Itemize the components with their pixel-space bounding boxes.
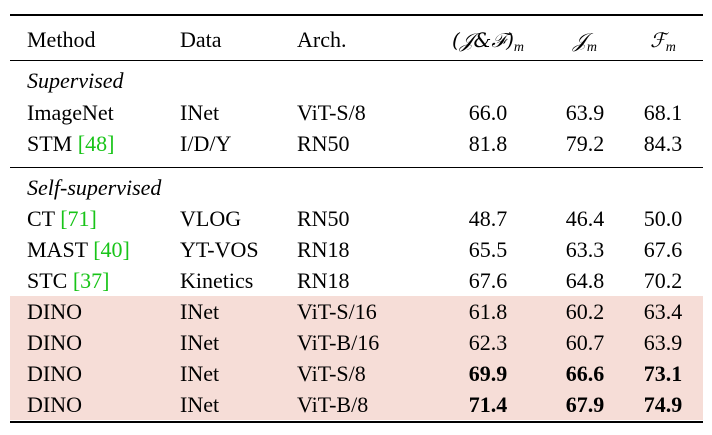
jf-cell: 48.7	[468, 206, 508, 231]
data-cell: INet	[180, 100, 220, 125]
table-row: DINO INet ViT-B/16 62.3 60.7 63.9	[10, 327, 703, 358]
jm-cell: 60.7	[565, 330, 605, 355]
data-cell: I/D/Y	[180, 131, 232, 156]
method-cell: MAST [40]	[27, 234, 130, 265]
arch-cell: RN18	[297, 268, 350, 293]
jf-cell: 81.8	[468, 131, 508, 156]
fm-cell: 67.6	[643, 237, 683, 262]
section-supervised: Supervised	[27, 68, 124, 93]
fm-cell: 73.1	[643, 361, 683, 386]
jm-cell: 66.6	[565, 361, 605, 386]
data-cell: VLOG	[180, 206, 242, 231]
header-row: Method Data Arch. (𝒥&ℱ)m 𝒥m ℱm	[10, 24, 703, 55]
table-row: MAST [40] YT-VOS RN18 65.5 63.3 67.6	[10, 234, 703, 265]
method-name: CT	[27, 206, 61, 231]
data-cell: INet	[180, 361, 220, 386]
header-rule	[10, 60, 703, 61]
fm-cell: 68.1	[643, 100, 683, 125]
method-cell: STM [48]	[27, 128, 114, 159]
table-row: DINO INet ViT-S/8 69.9 66.6 73.1	[10, 358, 703, 389]
method-cell: STC [37]	[27, 265, 110, 296]
jf-cell: 69.9	[468, 361, 508, 386]
citation-link[interactable]: [48]	[77, 131, 115, 156]
arch-cell: RN50	[297, 206, 350, 231]
arch-cell: ViT-S/8	[297, 100, 366, 125]
fm-cell: 84.3	[643, 131, 683, 156]
method-cell: DINO	[27, 389, 82, 420]
method-cell: DINO	[27, 358, 82, 389]
table-row: DINO INet ViT-B/8 71.4 67.9 74.9	[10, 389, 703, 420]
method-cell: CT [71]	[27, 203, 97, 234]
table-row: STC [37] Kinetics RN18 67.6 64.8 70.2	[10, 265, 703, 296]
table-row: STM [48] I/D/Y RN50 81.8 79.2 84.3	[10, 128, 703, 159]
method-name: DINO	[27, 361, 82, 386]
jf-cell: 61.8	[468, 299, 508, 324]
citation-link[interactable]: [37]	[72, 268, 110, 293]
jf-cell: 62.3	[468, 330, 508, 355]
arch-cell: RN50	[297, 131, 350, 156]
jm-cell: 60.2	[565, 299, 605, 324]
arch-cell: RN18	[297, 237, 350, 262]
fm-cell: 63.9	[643, 330, 683, 355]
section-self-supervised: Self-supervised	[27, 175, 162, 200]
method-cell: DINO	[27, 327, 82, 358]
table-row: ImageNet INet ViT-S/8 66.0 63.9 68.1	[10, 97, 703, 128]
method-name: MAST	[27, 237, 94, 262]
data-cell: INet	[180, 392, 220, 417]
jm-cell: 63.3	[565, 237, 605, 262]
fm-cell: 50.0	[643, 206, 683, 231]
data-cell: Kinetics	[180, 268, 254, 293]
fm-cell: 63.4	[643, 299, 683, 324]
method-cell: ImageNet	[27, 97, 114, 128]
method-name: DINO	[27, 330, 82, 355]
header-fm: ℱm	[650, 28, 676, 55]
jf-cell: 66.0	[468, 100, 508, 125]
header-jm: 𝒥m	[573, 28, 597, 55]
header-arch: Arch.	[297, 27, 347, 52]
method-name: DINO	[27, 392, 82, 417]
section-rule	[10, 167, 703, 168]
method-name: ImageNet	[27, 100, 114, 125]
jm-cell: 64.8	[565, 268, 605, 293]
arch-cell: ViT-S/8	[297, 361, 366, 386]
arch-cell: ViT-B/8	[297, 392, 369, 417]
method-name: STC	[27, 268, 73, 293]
citation-link[interactable]: [71]	[60, 206, 97, 231]
jm-cell: 46.4	[565, 206, 605, 231]
table-row: CT [71] VLOG RN50 48.7 46.4 50.0	[10, 203, 703, 234]
arch-cell: ViT-S/16	[297, 299, 377, 324]
fm-cell: 74.9	[643, 392, 683, 417]
fm-cell: 70.2	[643, 268, 683, 293]
table-row: DINO INet ViT-S/16 61.8 60.2 63.4	[10, 296, 703, 327]
jf-cell: 67.6	[468, 268, 508, 293]
data-cell: INet	[180, 299, 220, 324]
data-cell: INet	[180, 330, 220, 355]
method-cell: DINO	[27, 296, 82, 327]
citation-link[interactable]: [40]	[93, 237, 130, 262]
method-name: DINO	[27, 299, 82, 324]
jf-cell: 65.5	[468, 237, 508, 262]
data-cell: YT-VOS	[180, 237, 259, 262]
bottom-rule	[10, 421, 703, 423]
header-data: Data	[180, 27, 222, 52]
jm-cell: 67.9	[565, 392, 605, 417]
top-rule	[10, 14, 703, 16]
jm-cell: 63.9	[565, 100, 605, 125]
method-name: STM	[27, 131, 78, 156]
jf-cell: 71.4	[468, 392, 508, 417]
header-jf: (𝒥&ℱ)m	[451, 28, 525, 55]
header-method: Method	[27, 27, 96, 52]
arch-cell: ViT-B/16	[297, 330, 380, 355]
jm-cell: 79.2	[565, 131, 605, 156]
